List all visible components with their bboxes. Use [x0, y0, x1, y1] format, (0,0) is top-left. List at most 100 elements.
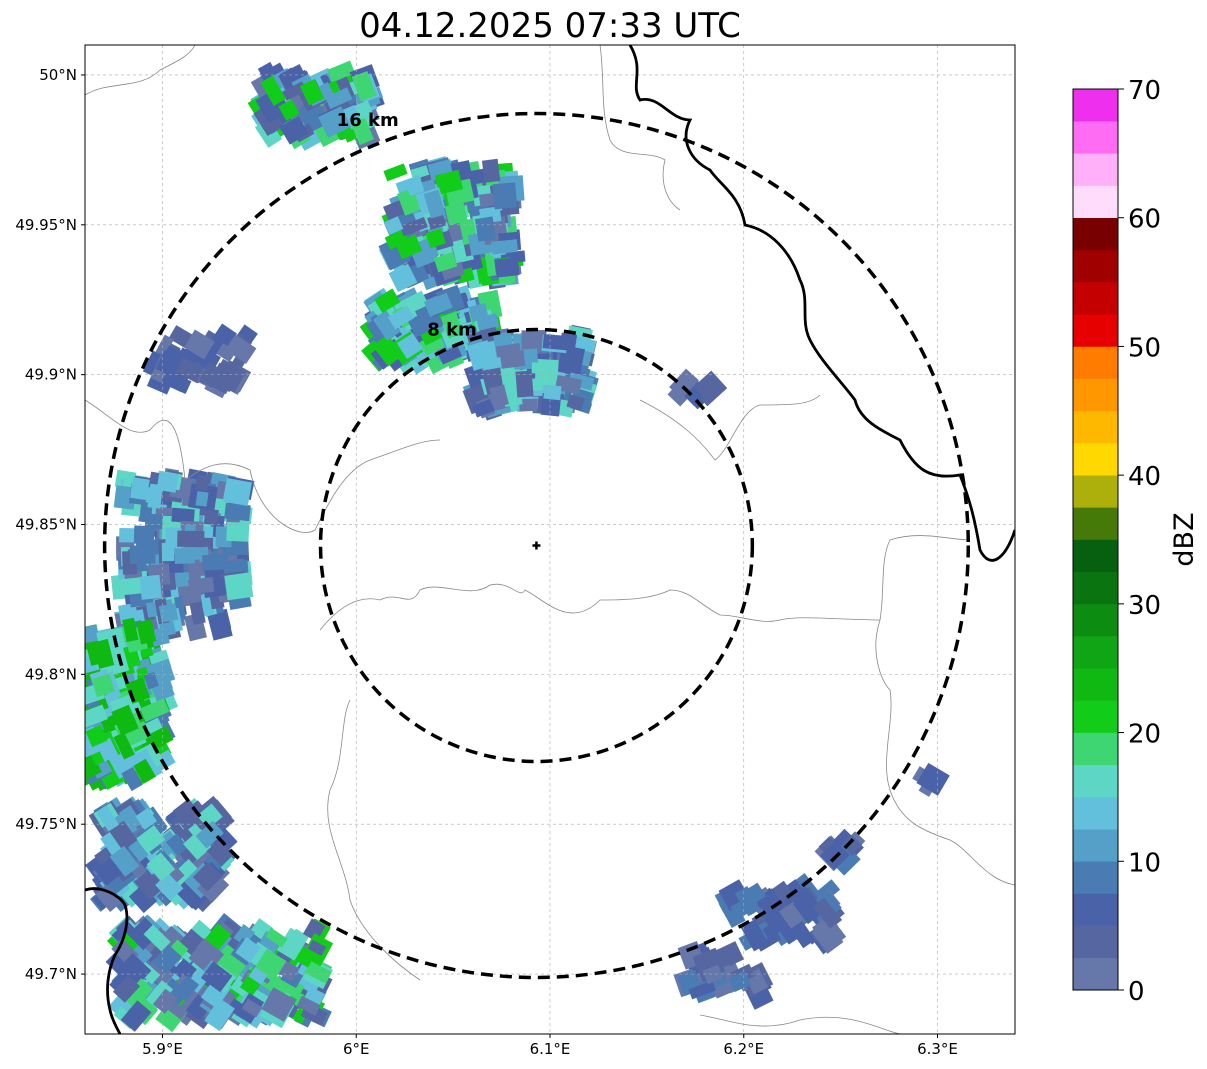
colorbar-tick-label: 50 [1128, 333, 1161, 363]
colorbar-swatch [1073, 668, 1118, 701]
echo-cell [152, 988, 178, 1014]
echo-cell [916, 762, 950, 796]
lon-tick-label: 6.2°E [723, 1040, 764, 1058]
echo-cell [133, 525, 153, 545]
echo-cell [195, 491, 209, 507]
echo-cell [121, 766, 144, 792]
echo-cell [204, 998, 235, 1032]
echo-cell [410, 165, 430, 180]
echo-cell [147, 483, 164, 509]
colorbar-swatch [1073, 121, 1118, 154]
colorbar: 0 10 20 30 40 50 60 70 dBZ [1072, 76, 1200, 1007]
echo-cell [233, 923, 256, 947]
echo-cell [423, 292, 453, 317]
echo-cell [165, 833, 189, 857]
echo-cell [276, 927, 309, 961]
colorbar-tick-label: 10 [1128, 848, 1161, 878]
admin-boundary [599, 45, 681, 211]
echo-cell [740, 919, 769, 952]
colorbar-swatch [1073, 282, 1118, 315]
echo-cell [94, 884, 122, 913]
echo-cell [248, 967, 268, 985]
radar-site-marker [532, 541, 541, 550]
echo-cell [353, 100, 378, 131]
colorbar-swatch [1073, 153, 1118, 186]
echo-cell [434, 169, 463, 195]
echo-cell [143, 957, 175, 989]
colorbar-label: dBZ [1169, 512, 1200, 566]
echo-cell [119, 953, 152, 985]
echo-cell [133, 868, 165, 900]
admin-boundary [85, 399, 441, 533]
admin-boundary [327, 699, 421, 981]
echo-cell [139, 698, 170, 722]
echo-cell [296, 995, 321, 1016]
colorbar-swatch [1073, 346, 1118, 379]
echo-cell [203, 508, 219, 526]
map-panel [85, 45, 1015, 1034]
echo-cell [241, 998, 263, 1018]
echo-cell [226, 521, 250, 542]
map-title: 04.12.2025 07:33 UTC [359, 6, 741, 46]
echo-cell [542, 334, 570, 351]
lon-tick-label: 5.9°E [142, 1040, 183, 1058]
echo-cell [433, 252, 458, 273]
echo-cell [494, 257, 520, 278]
echo-cell [175, 357, 205, 383]
echo-cell [100, 831, 123, 858]
national-border [85, 887, 129, 1034]
echo-cell [489, 384, 509, 408]
echo-cell [235, 937, 261, 963]
echo-cell [438, 345, 463, 365]
echo-cell [495, 343, 522, 358]
colorbar-swatch [1073, 249, 1118, 283]
range-ring-label: 8 km [427, 320, 477, 341]
echo-cell [123, 978, 154, 1009]
echo-cell [122, 617, 139, 643]
echo-cell [96, 805, 120, 832]
echo-cell [224, 502, 251, 522]
admin-boundary [85, 45, 196, 96]
echo-cell [195, 820, 224, 849]
echo-cell [189, 576, 215, 595]
colorbar-tick-label: 60 [1128, 205, 1161, 235]
colorbar-swatch [1073, 217, 1118, 251]
admin-boundary [875, 619, 1015, 886]
echo-cell [207, 611, 233, 641]
ring-labels: 8 km 16 km [337, 110, 477, 341]
echo-cell [189, 601, 206, 625]
lat-tick-label: 49.85°N [15, 516, 77, 534]
colorbar-swatch [1073, 314, 1118, 347]
echo-cell [472, 398, 495, 418]
echo-cell [372, 310, 401, 341]
echo-cell [188, 947, 213, 971]
echo-cell [261, 987, 297, 1022]
colorbar-swatch [1073, 861, 1118, 894]
echo-cell [374, 288, 401, 313]
colorbar-swatch [1073, 539, 1118, 572]
echo-cell [202, 553, 228, 571]
echo-cell [195, 474, 210, 492]
echo-cell [85, 624, 100, 646]
echo-cell [812, 897, 842, 929]
colorbar-swatch [1073, 732, 1118, 766]
colorbar-swatch [1073, 442, 1118, 476]
echo-cell [172, 958, 197, 983]
echo-cell [143, 924, 171, 952]
colorbar-swatch [1073, 829, 1118, 862]
colorbar-swatch [1073, 925, 1118, 959]
echo-cell [112, 975, 141, 1003]
echo-cell [474, 216, 497, 242]
lat-tick-label: 49.75°N [15, 815, 77, 833]
echo-cell [113, 732, 135, 760]
echo-cell [387, 305, 415, 330]
echo-cell [152, 664, 173, 693]
colorbar-swatch [1073, 475, 1118, 508]
echo-cell [521, 330, 547, 356]
colorbar-swatch [1073, 700, 1118, 733]
echo-cell [222, 478, 252, 506]
echo-cell [299, 78, 325, 106]
echo-cell [302, 918, 326, 942]
admin-boundary [699, 1014, 901, 1034]
